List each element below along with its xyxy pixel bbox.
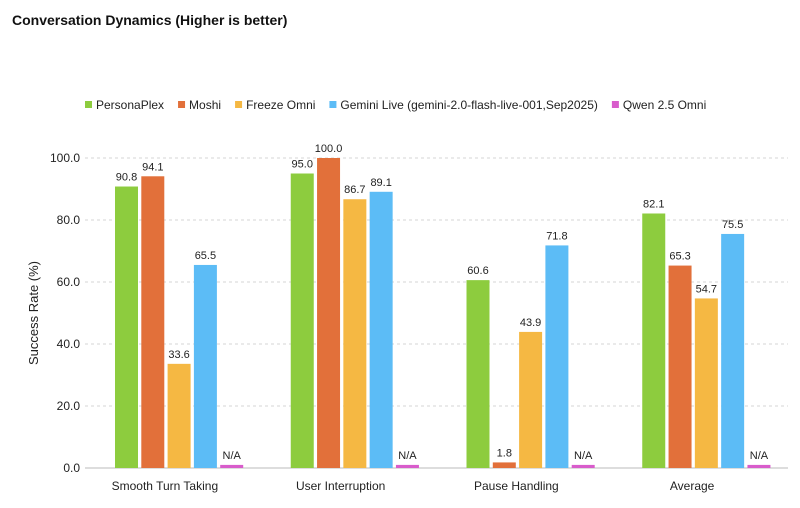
- data-label: 86.7: [344, 184, 365, 196]
- bar: [141, 176, 165, 469]
- legend-swatch: [611, 101, 619, 108]
- legend-label: Freeze Omni: [246, 98, 315, 112]
- data-label: 60.6: [467, 265, 488, 277]
- data-label: N/A: [398, 450, 417, 462]
- bar: [571, 464, 595, 468]
- data-label: 33.6: [168, 349, 189, 361]
- data-label: 100.0: [315, 143, 343, 155]
- y-tick-label: 20.0: [57, 399, 81, 413]
- bar: [668, 265, 692, 468]
- data-label: 65.5: [195, 250, 216, 262]
- bar: [369, 191, 393, 469]
- y-tick-label: 100.0: [50, 151, 80, 165]
- bar: [395, 464, 419, 468]
- data-label: 89.1: [370, 177, 391, 189]
- data-label: N/A: [574, 450, 593, 462]
- data-label: N/A: [223, 450, 242, 462]
- bar: [343, 199, 367, 469]
- y-tick-label: 60.0: [57, 275, 81, 289]
- bar: [290, 173, 314, 468]
- data-label: 54.7: [696, 283, 717, 295]
- legend-swatch: [329, 101, 337, 108]
- data-label: 75.5: [722, 219, 743, 231]
- legend-swatch: [235, 101, 243, 108]
- bar: [642, 213, 666, 468]
- y-axis-label: Success Rate (%): [26, 261, 41, 365]
- legend-label: Qwen 2.5 Omni: [623, 98, 706, 112]
- legend-swatch: [178, 101, 186, 108]
- bar: [167, 363, 191, 468]
- legend-label: Gemini Live (gemini-2.0-flash-live-001,S…: [340, 98, 597, 112]
- bar: [193, 264, 217, 468]
- data-label: 65.3: [669, 251, 690, 263]
- data-label: N/A: [750, 450, 769, 462]
- x-tick-label: Smooth Turn Taking: [112, 479, 219, 493]
- data-label: 90.8: [116, 172, 137, 184]
- legend-label: PersonaPlex: [96, 98, 164, 112]
- bar: [519, 331, 543, 468]
- data-label: 71.8: [546, 230, 567, 242]
- chart-title: Conversation Dynamics (Higher is better): [12, 12, 288, 28]
- y-tick-label: 40.0: [57, 337, 81, 351]
- bar: [466, 280, 490, 468]
- bar: [545, 245, 569, 468]
- data-label: 43.9: [520, 317, 541, 329]
- bar: [220, 464, 244, 468]
- bar: [694, 298, 718, 468]
- bar: [317, 158, 341, 468]
- data-label: 1.8: [497, 447, 512, 459]
- data-label: 82.1: [643, 198, 664, 210]
- bar: [115, 186, 138, 468]
- x-tick-label: Average: [670, 479, 715, 493]
- bar: [492, 462, 516, 468]
- x-tick-label: User Interruption: [296, 479, 385, 493]
- y-tick-label: 0.0: [63, 461, 80, 475]
- y-tick-label: 80.0: [57, 213, 81, 227]
- legend-label: Moshi: [189, 98, 221, 112]
- bar: [747, 464, 771, 468]
- data-label: 94.1: [142, 161, 163, 173]
- data-label: 95.0: [292, 159, 313, 171]
- x-tick-label: Pause Handling: [474, 479, 559, 493]
- bar: [721, 233, 745, 468]
- legend-swatch: [85, 101, 92, 108]
